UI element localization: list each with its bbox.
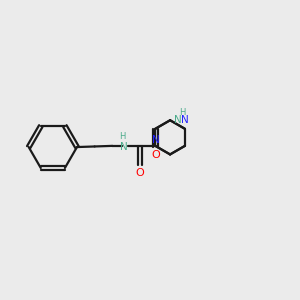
Text: N: N	[181, 115, 189, 125]
Text: N: N	[152, 135, 160, 145]
Text: H: H	[119, 133, 125, 142]
Text: N: N	[120, 142, 128, 152]
Text: O: O	[136, 168, 144, 178]
Text: N: N	[174, 115, 182, 125]
Text: H: H	[179, 108, 185, 117]
Text: O: O	[151, 150, 160, 160]
